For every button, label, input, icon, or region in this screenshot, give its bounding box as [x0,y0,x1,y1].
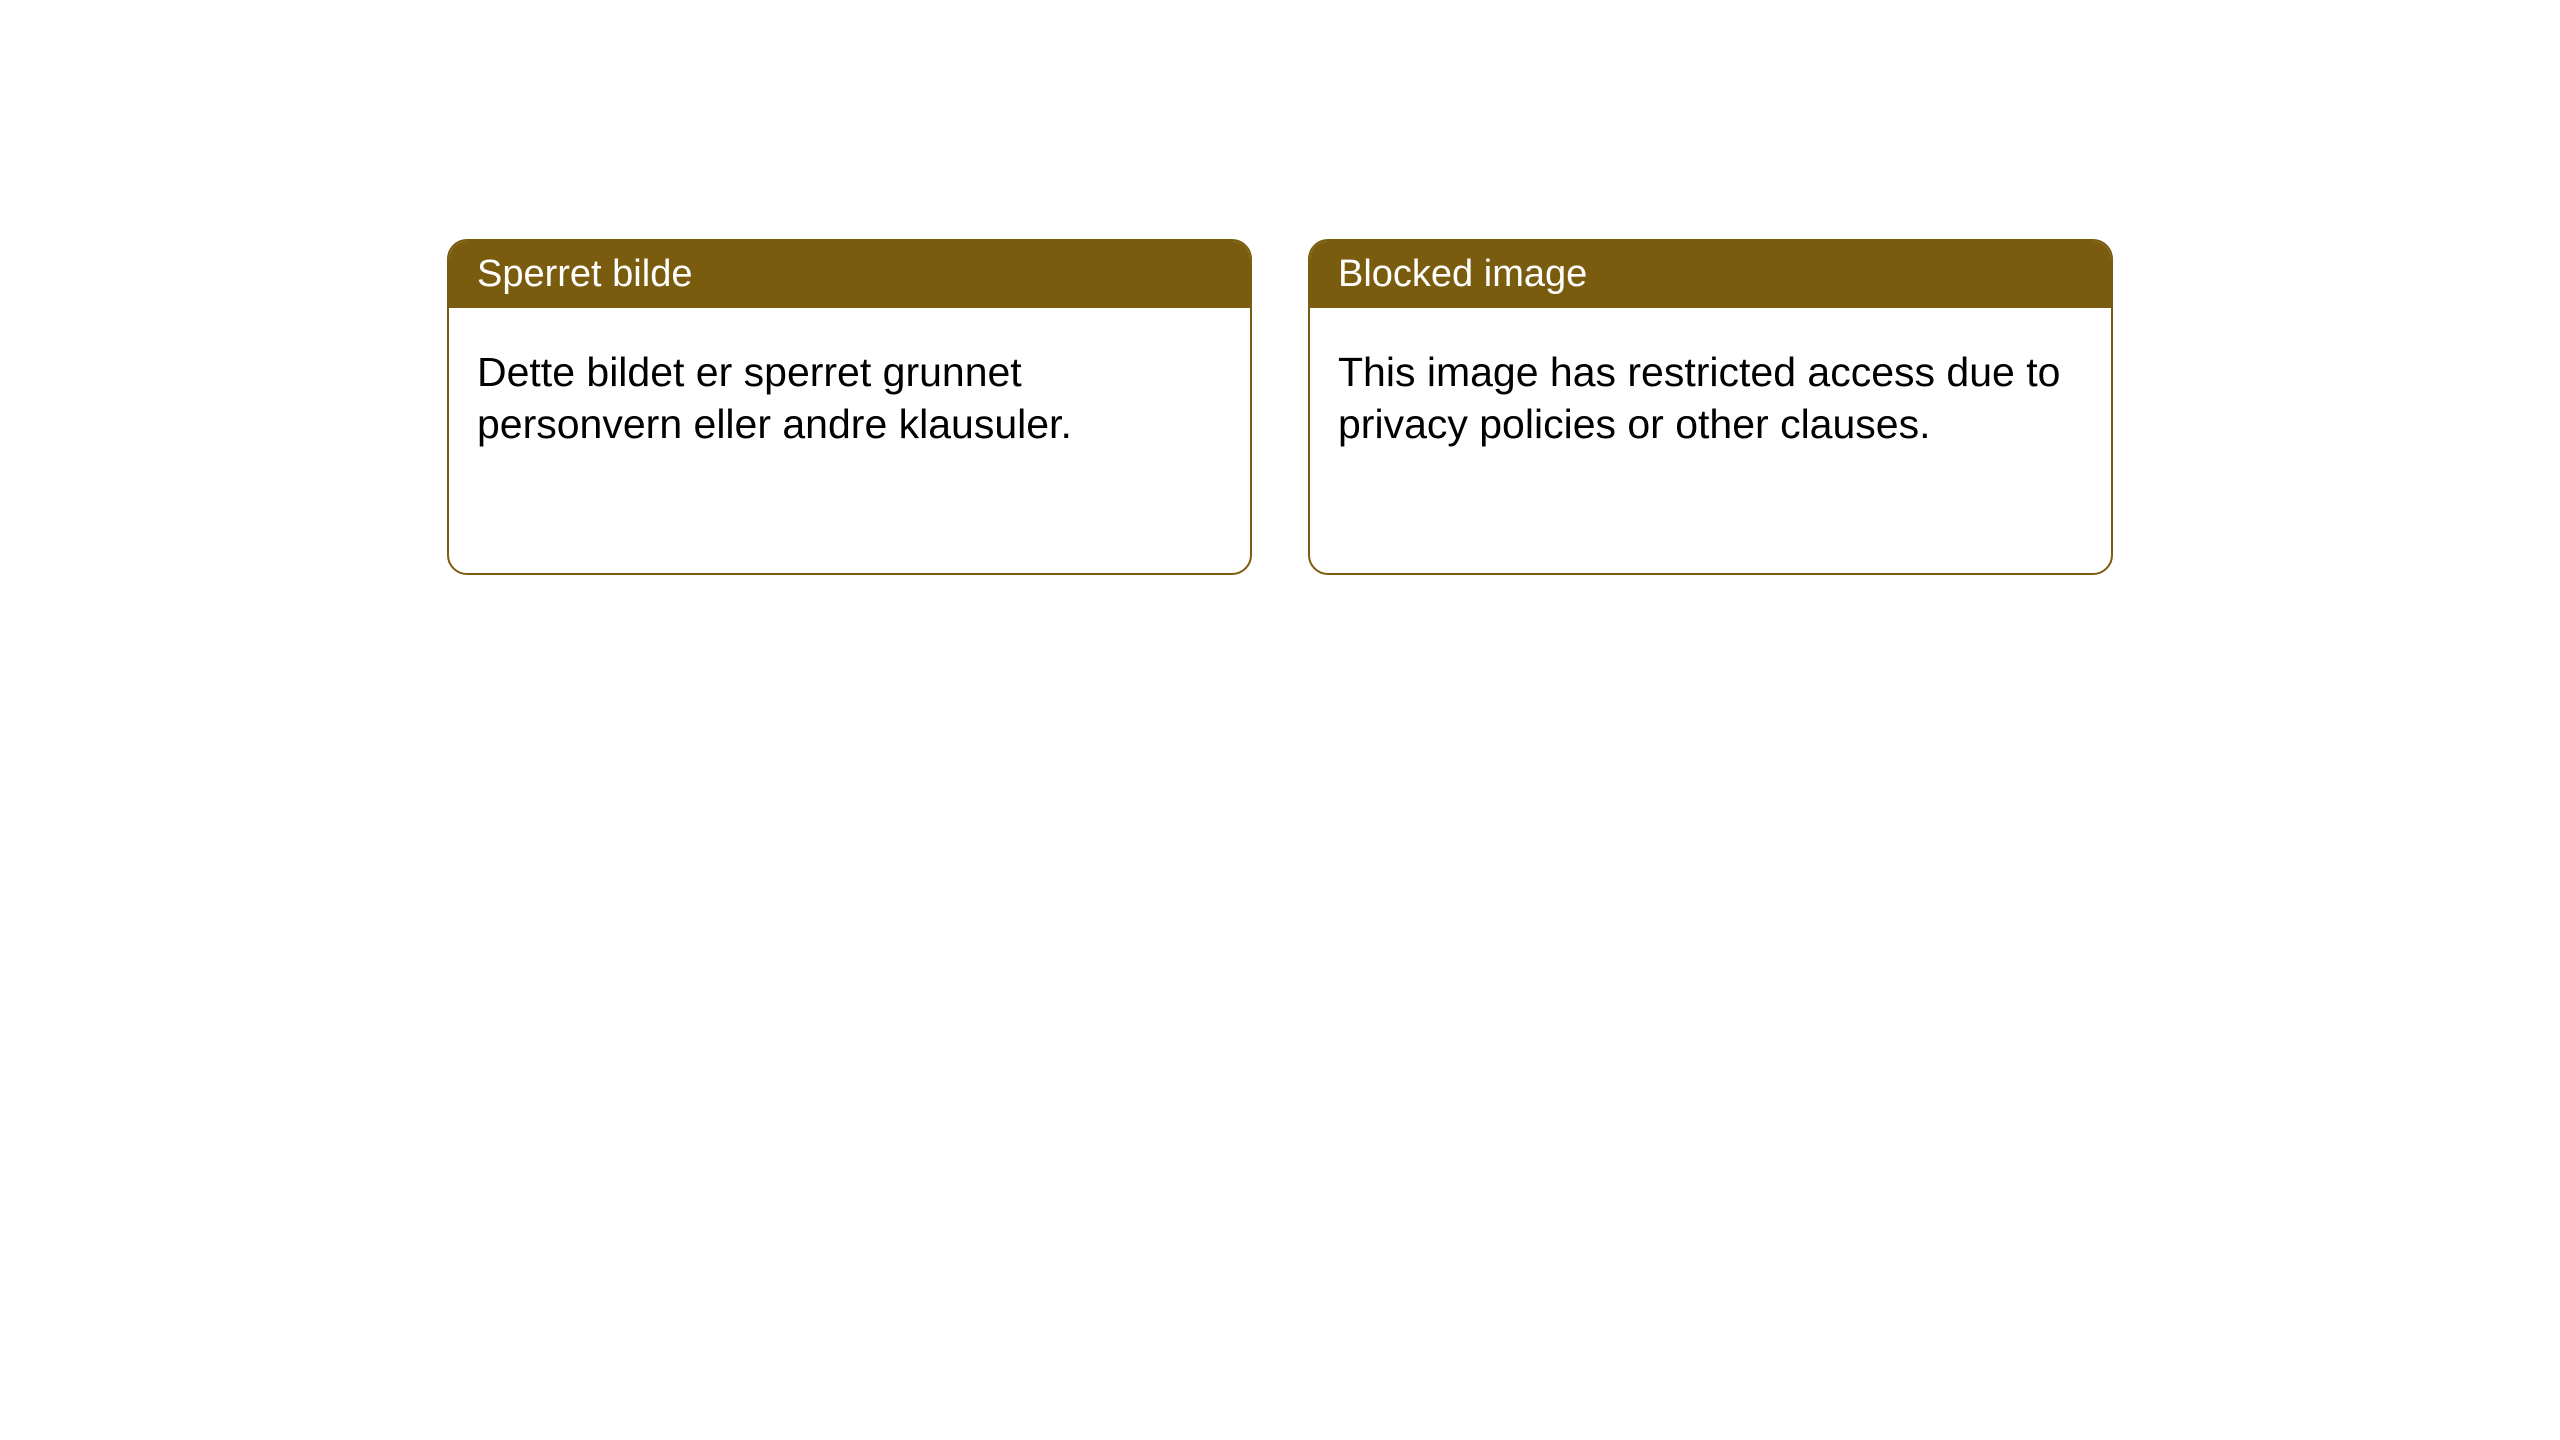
notice-card-body: Dette bildet er sperret grunnet personve… [449,308,1250,489]
notice-card-norwegian: Sperret bilde Dette bildet er sperret gr… [447,239,1252,575]
notice-card-title: Sperret bilde [477,253,692,295]
notice-card-english: Blocked image This image has restricted … [1308,239,2113,575]
notice-card-body-text: This image has restricted access due to … [1338,349,2060,447]
notice-container: Sperret bilde Dette bildet er sperret gr… [447,239,2113,575]
notice-card-title: Blocked image [1338,253,1587,295]
notice-card-header: Sperret bilde [449,241,1250,308]
notice-card-body-text: Dette bildet er sperret grunnet personve… [477,349,1072,447]
notice-card-body: This image has restricted access due to … [1310,308,2111,489]
notice-card-header: Blocked image [1310,241,2111,308]
